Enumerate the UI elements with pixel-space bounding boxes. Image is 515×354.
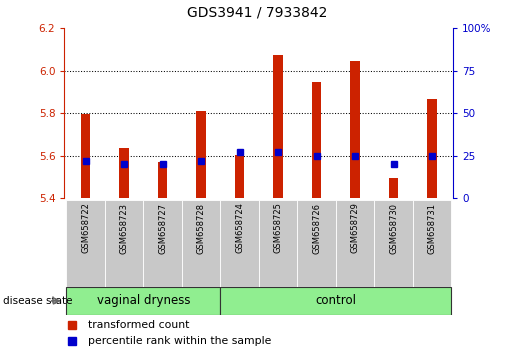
Bar: [220, 200, 259, 287]
Bar: [374, 200, 413, 287]
Bar: [259, 200, 297, 287]
Text: percentile rank within the sample: percentile rank within the sample: [88, 336, 271, 346]
Bar: [182, 200, 220, 287]
Text: GSM658724: GSM658724: [235, 202, 244, 253]
Bar: [427, 99, 437, 198]
Text: GSM658725: GSM658725: [273, 202, 283, 253]
Bar: [66, 287, 220, 315]
Bar: [273, 55, 283, 198]
Text: GSM658726: GSM658726: [312, 202, 321, 253]
Bar: [119, 148, 129, 198]
Text: disease state: disease state: [3, 296, 72, 306]
Bar: [235, 155, 244, 198]
Text: GSM658727: GSM658727: [158, 202, 167, 253]
Bar: [312, 82, 321, 198]
Text: GSM658730: GSM658730: [389, 202, 398, 253]
Text: GSM658728: GSM658728: [197, 202, 205, 253]
Bar: [143, 200, 182, 287]
Bar: [158, 162, 167, 198]
Bar: [81, 114, 90, 198]
Text: control: control: [315, 295, 356, 307]
Text: GSM658722: GSM658722: [81, 202, 90, 253]
Text: transformed count: transformed count: [88, 320, 189, 330]
Bar: [297, 200, 336, 287]
Bar: [105, 200, 143, 287]
Text: GSM658731: GSM658731: [427, 202, 437, 253]
Bar: [350, 61, 360, 198]
Bar: [220, 287, 451, 315]
Bar: [413, 200, 451, 287]
Text: GDS3941 / 7933842: GDS3941 / 7933842: [187, 5, 328, 19]
Bar: [389, 178, 398, 198]
Bar: [336, 200, 374, 287]
Text: vaginal dryness: vaginal dryness: [96, 295, 190, 307]
Text: GSM658729: GSM658729: [351, 202, 359, 253]
Bar: [196, 111, 206, 198]
Bar: [66, 200, 105, 287]
Text: GSM658723: GSM658723: [119, 202, 129, 253]
